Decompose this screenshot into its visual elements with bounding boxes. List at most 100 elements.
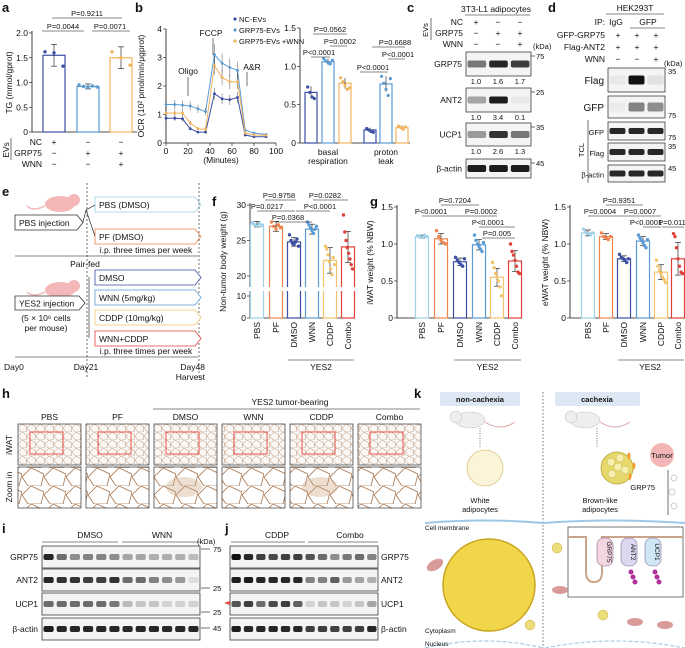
blot-label: β-actin bbox=[436, 164, 462, 174]
data-point bbox=[243, 131, 247, 135]
group-dmso: DMSO bbox=[77, 530, 103, 540]
blot-label: β-actin bbox=[12, 624, 38, 634]
x-tick-label: PF bbox=[601, 322, 611, 333]
data-point bbox=[292, 243, 296, 247]
y-tick-label: 1.5 bbox=[16, 53, 28, 63]
blot-β-actin bbox=[607, 164, 666, 183]
data-point bbox=[204, 110, 208, 114]
condition-sign: + bbox=[635, 42, 640, 52]
data-point bbox=[173, 103, 177, 106]
ip-label: IP: bbox=[595, 17, 605, 27]
data-point bbox=[43, 50, 47, 54]
data-point bbox=[644, 246, 648, 250]
kda-marker: 45 bbox=[668, 164, 676, 173]
data-point bbox=[86, 85, 90, 90]
data-point bbox=[330, 272, 334, 277]
data-point bbox=[323, 244, 328, 248]
data-point bbox=[341, 80, 345, 84]
bar bbox=[379, 83, 393, 144]
band bbox=[231, 577, 241, 583]
condition-sign: + bbox=[616, 30, 621, 40]
x-tick-label: DMSO bbox=[619, 322, 629, 348]
quantification: 1.3 bbox=[515, 147, 525, 156]
quantification: 3.4 bbox=[493, 113, 503, 122]
data-point bbox=[295, 237, 299, 241]
band bbox=[268, 577, 278, 583]
condition-sign: + bbox=[119, 148, 124, 158]
data-point bbox=[173, 116, 177, 120]
data-point bbox=[61, 64, 65, 68]
arm-bottom-2: CDDP (10mg/kg) bbox=[99, 313, 164, 323]
data-point bbox=[213, 64, 216, 67]
mouse-tail bbox=[599, 421, 631, 428]
band bbox=[367, 601, 377, 607]
band bbox=[293, 554, 303, 560]
band bbox=[467, 165, 487, 172]
band bbox=[83, 554, 94, 560]
band bbox=[609, 128, 626, 134]
data-point bbox=[513, 258, 517, 262]
mito-membrane bbox=[568, 536, 683, 584]
data-point bbox=[511, 253, 516, 257]
data-point bbox=[164, 111, 168, 115]
data-point bbox=[188, 104, 192, 108]
data-point bbox=[243, 133, 247, 137]
data-point bbox=[499, 294, 504, 298]
y-tick-label: 4 bbox=[157, 24, 162, 34]
kda-label: (kDa) bbox=[664, 59, 683, 68]
panel-label-b: b bbox=[135, 0, 143, 15]
data-point bbox=[255, 224, 259, 228]
data-point bbox=[676, 257, 680, 261]
group-label: YES2 bbox=[639, 362, 661, 372]
y-tick-label: 1.0 bbox=[284, 61, 296, 71]
kda-marker: 45 bbox=[536, 159, 544, 168]
p-value: P<0.0001 bbox=[630, 218, 662, 227]
band bbox=[367, 554, 377, 560]
data-point bbox=[77, 83, 81, 87]
band bbox=[83, 626, 94, 632]
lipid-droplet bbox=[615, 453, 625, 463]
band bbox=[256, 577, 266, 583]
condition-sign: + bbox=[654, 30, 659, 40]
arm-bottom-3-shape bbox=[94, 330, 202, 347]
mouse-tail bbox=[26, 205, 46, 210]
mouse-head bbox=[68, 280, 80, 292]
category-label: proton bbox=[374, 147, 398, 157]
bar-1 bbox=[433, 238, 449, 319]
x-tick-label: DMSO bbox=[289, 322, 299, 348]
data-point bbox=[181, 103, 184, 107]
category-label: leak bbox=[378, 156, 394, 166]
band bbox=[510, 131, 530, 138]
p-value: P<0.0001 bbox=[303, 48, 335, 57]
kda-marker: 25 bbox=[213, 608, 221, 617]
band bbox=[243, 626, 254, 632]
y-tick-label: 3 bbox=[157, 53, 162, 63]
mouse-body bbox=[45, 196, 75, 212]
data-point bbox=[339, 76, 343, 80]
panel-label-h: h bbox=[2, 386, 10, 401]
band bbox=[628, 75, 645, 85]
data-point bbox=[204, 127, 208, 131]
data-point bbox=[204, 130, 208, 134]
data-point bbox=[472, 233, 477, 237]
vesicle-icon bbox=[670, 474, 678, 482]
blot-label: UCP1 bbox=[15, 599, 38, 609]
data-point bbox=[346, 251, 351, 255]
data-point bbox=[252, 133, 256, 137]
data-point bbox=[636, 233, 641, 237]
band bbox=[342, 601, 352, 607]
nucleus-label: Nucleus bbox=[425, 641, 449, 648]
blot-grp75 bbox=[465, 51, 532, 77]
y-tick-label: 10 bbox=[237, 291, 247, 301]
band bbox=[109, 601, 120, 607]
annotation-ar: A&R bbox=[243, 62, 260, 72]
quantification: 1.6 bbox=[493, 77, 503, 86]
p-value: P=0.0282 bbox=[309, 191, 341, 200]
data-point bbox=[164, 103, 168, 106]
data-point bbox=[480, 249, 484, 254]
data-point bbox=[287, 233, 292, 237]
data-point bbox=[196, 130, 200, 134]
blot-label: GRP75 bbox=[381, 552, 409, 562]
group-cddp: CDDP bbox=[265, 530, 289, 540]
